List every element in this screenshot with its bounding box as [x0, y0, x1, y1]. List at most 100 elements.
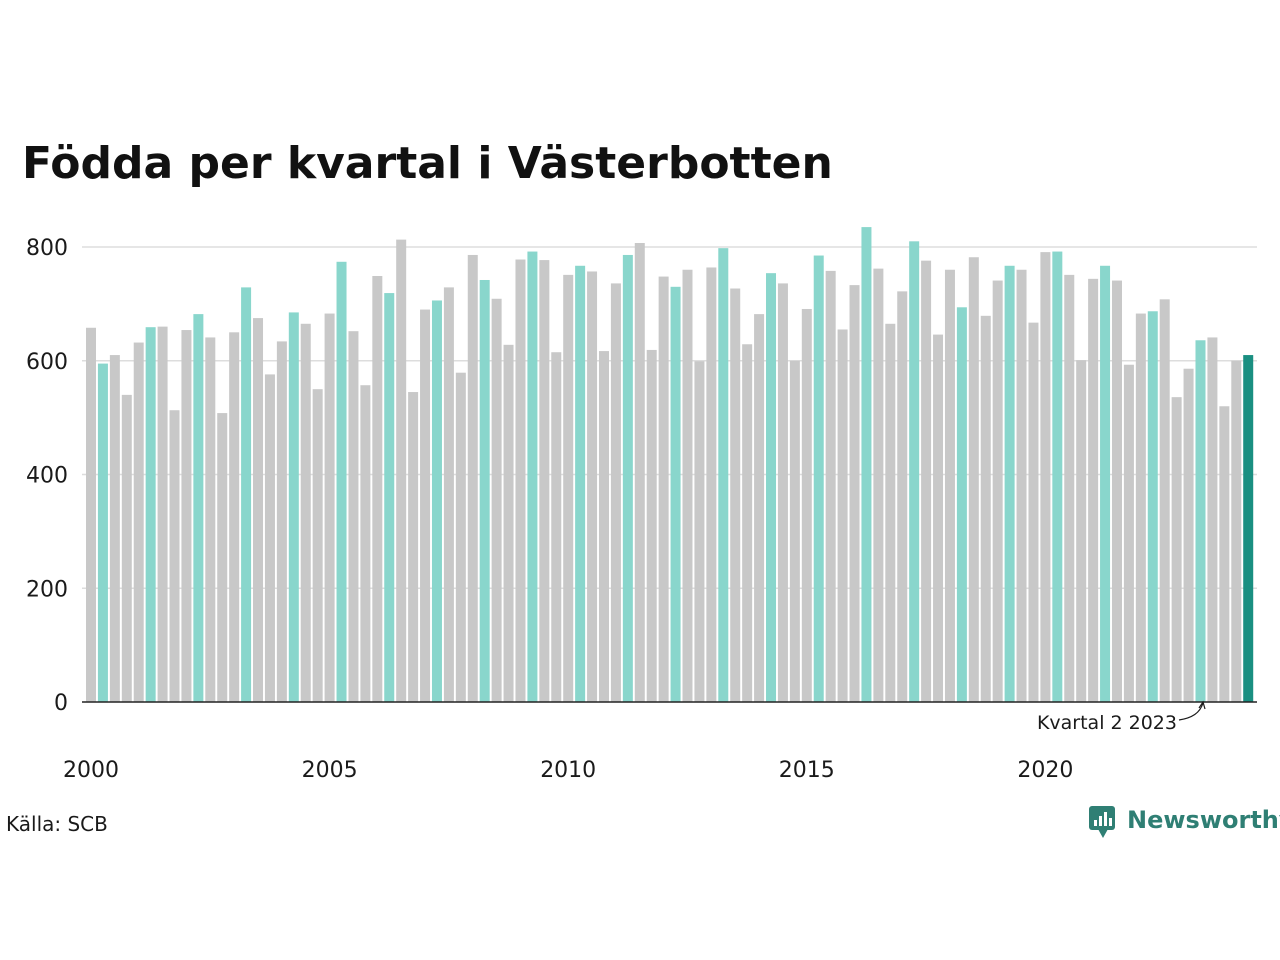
bar — [754, 314, 765, 702]
bar — [980, 315, 991, 702]
bar — [1052, 251, 1063, 703]
bar — [837, 329, 848, 702]
bar — [97, 363, 108, 702]
bar — [157, 326, 168, 703]
bar — [610, 283, 621, 702]
bar — [455, 372, 466, 702]
bar — [181, 330, 192, 702]
bar — [276, 341, 287, 702]
bar — [264, 374, 275, 702]
bar — [1016, 269, 1027, 702]
bar — [372, 276, 383, 702]
bar — [944, 269, 955, 702]
bar — [145, 327, 156, 702]
newsworthy-brand-name: Newsworthy — [1127, 806, 1280, 834]
bar — [742, 344, 753, 702]
bar — [575, 265, 586, 702]
bar — [718, 248, 729, 702]
bar — [897, 291, 908, 702]
bar — [1028, 322, 1039, 702]
bar — [467, 254, 478, 702]
bar — [921, 260, 932, 702]
bar — [336, 261, 347, 702]
bar — [1076, 360, 1087, 702]
bar — [1040, 252, 1051, 702]
bar — [1111, 280, 1122, 702]
bar — [217, 413, 228, 702]
bar — [503, 344, 514, 702]
y-tick-label: 0 — [54, 691, 68, 716]
bar — [109, 355, 120, 702]
x-axis-tick-labels: 2000 2005 2010 2015 2020 — [63, 758, 1073, 783]
bar — [324, 313, 335, 702]
bar — [766, 273, 777, 702]
bar — [634, 243, 645, 702]
bar — [1147, 311, 1158, 702]
bar — [431, 300, 442, 702]
bar — [813, 255, 824, 702]
bar — [1219, 406, 1230, 702]
bar — [1243, 355, 1254, 702]
bar — [479, 279, 490, 702]
bar — [396, 239, 407, 703]
bar — [1064, 274, 1075, 702]
bar — [443, 287, 454, 702]
bar — [1004, 265, 1015, 702]
newsworthy-logo: Newsworthy — [1089, 806, 1280, 838]
bar — [956, 307, 967, 702]
bar — [229, 332, 240, 702]
bar — [682, 269, 693, 702]
bar — [992, 280, 1003, 702]
bar — [121, 394, 132, 703]
y-tick-label: 200 — [26, 577, 68, 602]
bar — [587, 271, 598, 702]
bar — [658, 276, 669, 702]
bar — [694, 361, 705, 702]
bar — [885, 323, 896, 702]
bar — [527, 251, 538, 703]
bar — [849, 285, 860, 702]
bar — [909, 241, 920, 702]
bar — [1088, 278, 1099, 702]
source-label: Källa: SCB — [6, 812, 108, 836]
bar — [253, 318, 264, 702]
bar — [300, 323, 311, 702]
y-tick-label: 600 — [26, 350, 68, 375]
bar — [1183, 368, 1194, 702]
bar — [491, 298, 502, 702]
x-tick-label: 2015 — [779, 758, 835, 783]
bar — [789, 360, 800, 702]
bar — [169, 410, 180, 702]
bar — [1231, 360, 1242, 702]
annotation-label: Kvartal 2 2023 — [1037, 712, 1177, 734]
bar — [1171, 397, 1182, 702]
bar — [515, 259, 526, 702]
bar — [825, 270, 836, 702]
y-tick-label: 800 — [26, 236, 68, 261]
bar — [1195, 340, 1206, 702]
bar — [86, 327, 96, 702]
bar — [1135, 313, 1146, 702]
bar — [622, 254, 633, 702]
bar — [551, 352, 562, 702]
bar — [598, 351, 609, 702]
bar — [670, 286, 681, 702]
y-axis-tick-labels: 0 200 400 600 800 — [26, 236, 68, 716]
bar — [288, 312, 299, 702]
bar — [563, 274, 574, 702]
bar — [408, 392, 419, 702]
bar — [968, 257, 979, 702]
chart-title: Födda per kvartal i Västerbotten — [22, 138, 833, 189]
bar — [1100, 265, 1111, 702]
bar — [1123, 364, 1134, 702]
y-tick-label: 400 — [26, 464, 68, 489]
bar — [241, 287, 252, 702]
x-tick-label: 2010 — [540, 758, 596, 783]
annotation-arrowhead — [1198, 700, 1206, 710]
bar — [348, 331, 359, 702]
bar — [706, 267, 717, 702]
bar — [933, 334, 944, 702]
bars — [86, 227, 1254, 703]
annotation-arrow — [1178, 702, 1204, 721]
